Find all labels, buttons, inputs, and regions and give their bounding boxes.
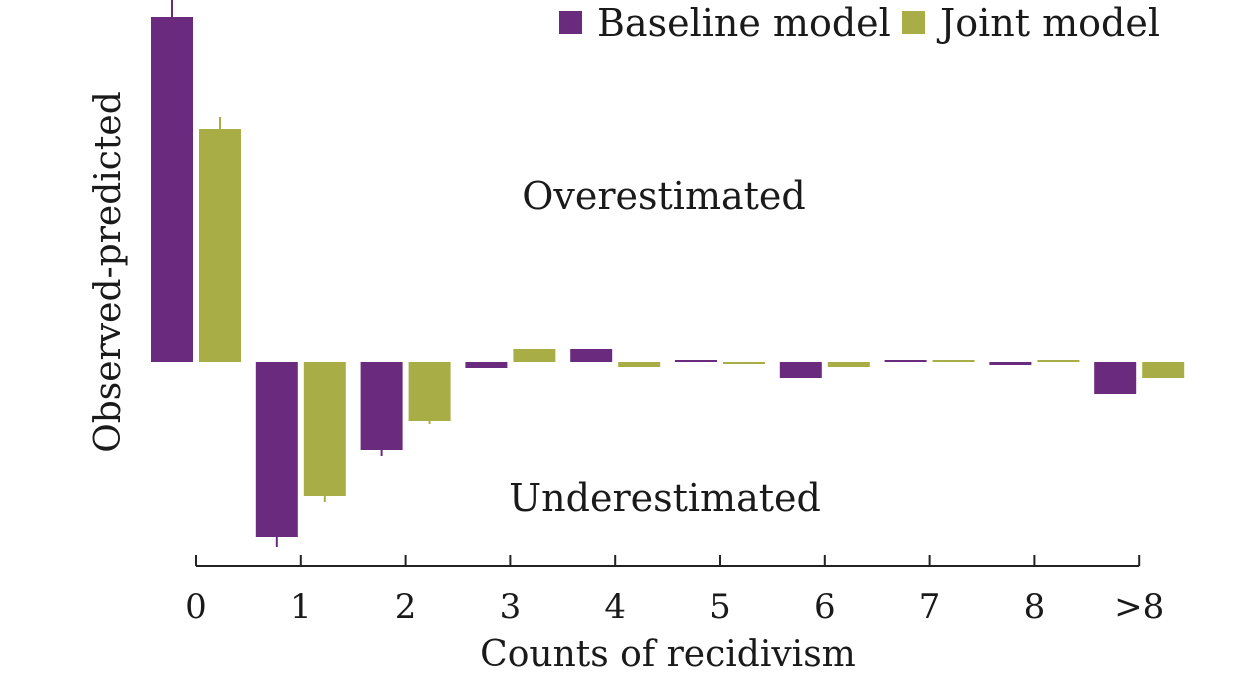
bar-baseline-model-6 bbox=[779, 362, 822, 378]
bar-baseline-model-0 bbox=[151, 17, 193, 362]
legend-swatch-joint bbox=[902, 11, 925, 34]
legend-label-baseline: Baseline model bbox=[597, 1, 891, 45]
bar-joint-model-7 bbox=[932, 360, 975, 362]
bar-joint-model-3 bbox=[513, 349, 556, 362]
bar-baseline-model-3 bbox=[465, 362, 508, 368]
overestimated-annotation: Overestimated bbox=[522, 174, 805, 218]
bar-baseline-model-2 bbox=[360, 362, 403, 450]
bar-joint-model-8 bbox=[1037, 360, 1080, 362]
bar-baseline-model-gt8 bbox=[1094, 362, 1137, 394]
bar-joint-model-0 bbox=[199, 129, 241, 362]
x-tick-label-8: 8 bbox=[1024, 587, 1046, 627]
legend-label-joint: Joint model bbox=[936, 1, 1160, 45]
x-tick-label-4: 4 bbox=[604, 587, 626, 627]
x-tick-label-2: 2 bbox=[395, 587, 417, 627]
bar-baseline-model-7 bbox=[884, 360, 927, 362]
x-tick-label-0: 0 bbox=[185, 587, 207, 627]
x-tick-label-gt8: >8 bbox=[1114, 587, 1164, 627]
bar-joint-model-4 bbox=[618, 362, 661, 367]
x-tick-label-7: 7 bbox=[919, 587, 941, 627]
bar-joint-model-6 bbox=[827, 362, 870, 367]
legend: Baseline model Joint model bbox=[559, 1, 1160, 45]
bars-layer bbox=[151, 0, 1185, 547]
y-axis-title: Observed-predicted bbox=[88, 91, 129, 453]
bar-joint-model-1 bbox=[303, 362, 346, 496]
bar-baseline-model-4 bbox=[570, 349, 613, 362]
bar-joint-model-gt8 bbox=[1142, 362, 1185, 378]
bar-joint-model-5 bbox=[723, 362, 765, 364]
x-axis-title: Counts of recidivism bbox=[480, 634, 856, 675]
bar-joint-model-2 bbox=[408, 362, 451, 421]
x-axis: 0 1 2 3 4 5 6 7 8 >8 bbox=[185, 555, 1164, 627]
bar-baseline-model-1 bbox=[255, 362, 298, 537]
legend-swatch-baseline bbox=[559, 11, 582, 34]
x-tick-label-3: 3 bbox=[500, 587, 522, 627]
x-tick-label-5: 5 bbox=[709, 587, 731, 627]
bar-baseline-model-5 bbox=[675, 360, 717, 362]
bar-baseline-model-8 bbox=[989, 362, 1032, 365]
underestimated-annotation: Underestimated bbox=[509, 476, 821, 520]
x-tick-label-6: 6 bbox=[814, 587, 836, 627]
x-tick-label-1: 1 bbox=[290, 587, 312, 627]
